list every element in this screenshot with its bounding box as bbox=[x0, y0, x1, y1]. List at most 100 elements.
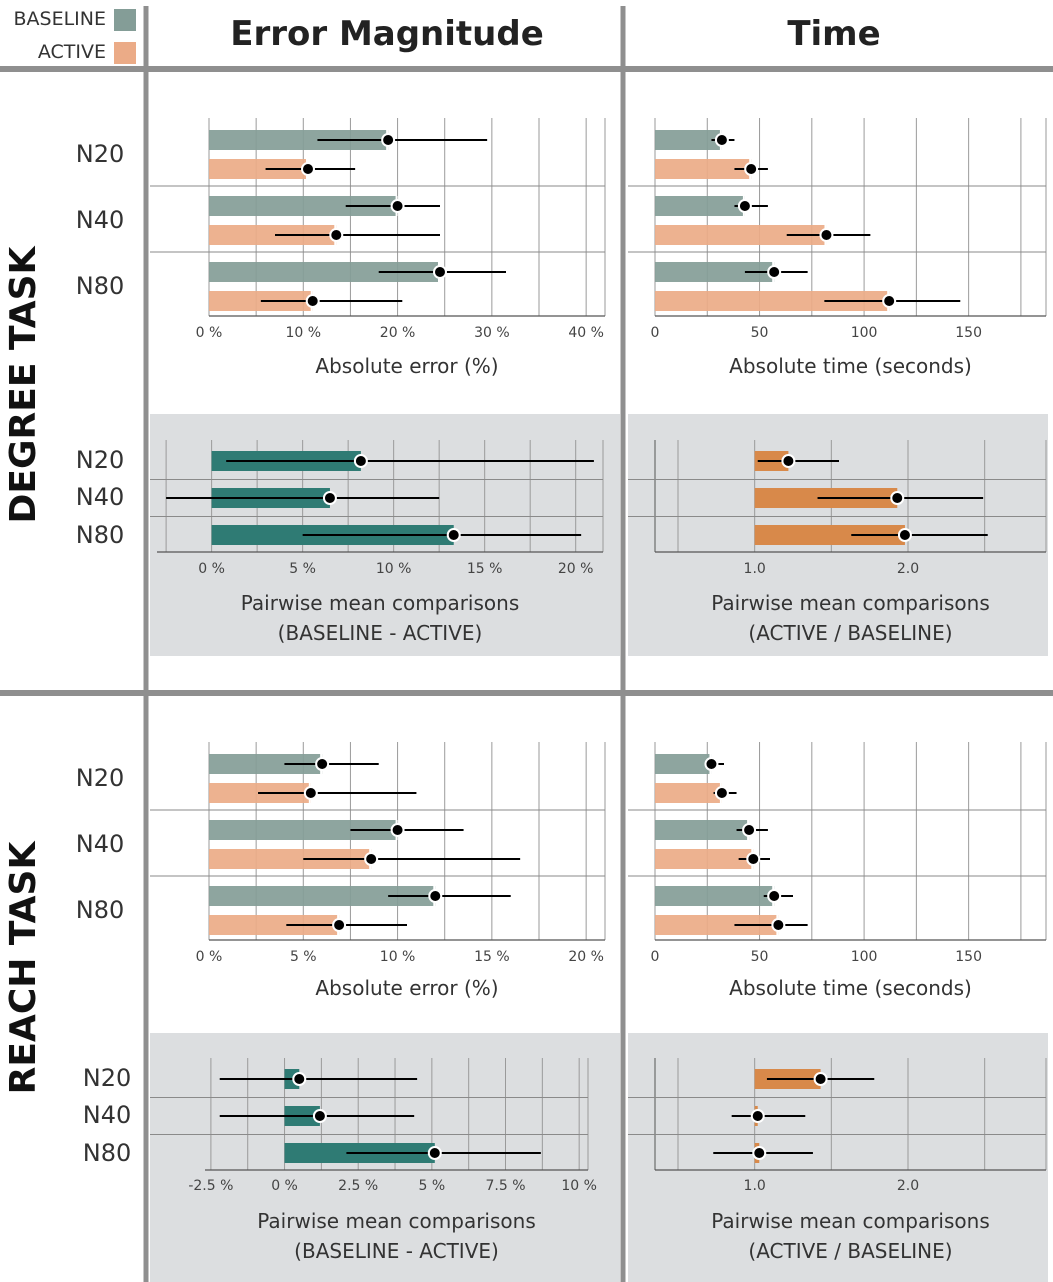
reach-time-point-active-n40 bbox=[746, 852, 761, 866]
reach-error-pairwise-tick-label: 5 % bbox=[419, 1178, 446, 1194]
reach-time-point-baseline-n40 bbox=[742, 823, 757, 837]
reach-error-pairwise-category-label: N40 bbox=[83, 1101, 132, 1129]
degree-error-category-label: N80 bbox=[76, 272, 125, 300]
reach-time-pairwise-point-n80 bbox=[752, 1146, 767, 1160]
reach-error-pairwise-tick-label: 0 % bbox=[271, 1178, 298, 1194]
reach-time-bar-active-n40 bbox=[655, 849, 754, 869]
degree-error-bar-active-n40 bbox=[209, 225, 337, 245]
degree-time-bar-active-n20 bbox=[655, 159, 752, 179]
reach-error-tick-label: 15 % bbox=[474, 949, 510, 965]
degree-error-pairwise-tick-label: 20 % bbox=[558, 561, 594, 577]
degree-error-pairwise-x-label-2: (BASELINE - ACTIVE) bbox=[278, 621, 483, 645]
reach-error-point-baseline-n80 bbox=[428, 889, 443, 903]
reach-time-pairwise-point-n20 bbox=[813, 1072, 828, 1086]
reach-time-bar-baseline-n80 bbox=[655, 886, 775, 906]
degree-time-point-active-n20 bbox=[744, 162, 759, 176]
reach-error-point-active-n20 bbox=[303, 786, 318, 800]
degree-time-tick-label: 150 bbox=[955, 325, 982, 341]
degree-time-bar-baseline-n20 bbox=[655, 130, 722, 150]
reach-time-pairwise-tick-label: 1.0 bbox=[744, 1178, 766, 1194]
degree-time-bar-baseline-n40 bbox=[655, 196, 745, 216]
reach-error-pairwise-tick-label: -2.5 % bbox=[188, 1178, 233, 1194]
reach-time-point-active-n80 bbox=[771, 918, 786, 932]
degree-time-point-baseline-n20 bbox=[714, 133, 729, 147]
reach-error-pairwise-x-label-2: (BASELINE - ACTIVE) bbox=[294, 1239, 499, 1263]
reach-error-pairwise-tick-label: 7.5 % bbox=[485, 1178, 525, 1194]
header-time: Time bbox=[787, 14, 881, 54]
legend-baseline-label: BASELINE bbox=[13, 8, 106, 30]
panel-bg-reach-time-pairwise bbox=[628, 1033, 1048, 1282]
reach-error-bar-baseline-n40 bbox=[209, 820, 398, 840]
degree-time-pairwise-point-n20 bbox=[781, 454, 796, 468]
reach-time-bar-baseline-n20 bbox=[655, 754, 712, 774]
degree-error-category-label: N20 bbox=[76, 140, 125, 168]
reach-time-point-baseline-n80 bbox=[767, 889, 782, 903]
degree-error-tick-label: 40 % bbox=[568, 325, 604, 341]
degree-error-bar-baseline-n40 bbox=[209, 196, 398, 216]
legend-active-label: ACTIVE bbox=[37, 41, 106, 63]
degree-time-pairwise-x-label: Pairwise mean comparisons bbox=[711, 591, 989, 615]
degree-error-pairwise-tick-label: 15 % bbox=[467, 561, 503, 577]
degree-error-pairwise-category-label: N80 bbox=[76, 521, 125, 549]
reach-error-pairwise-tick-label: 10 % bbox=[561, 1178, 597, 1194]
reach-error-category-label: N40 bbox=[76, 830, 125, 858]
reach-error-bar-active-n80 bbox=[209, 915, 340, 935]
degree-time-point-baseline-n40 bbox=[737, 199, 752, 213]
degree-error-point-active-n20 bbox=[301, 162, 315, 176]
degree-error-pairwise-tick-label: 0 % bbox=[198, 561, 225, 577]
reach-error-bar-baseline-n80 bbox=[209, 886, 436, 906]
reach-error-tick-label: 10 % bbox=[380, 949, 416, 965]
header-error-magnitude: Error Magnitude bbox=[230, 14, 544, 54]
degree-time-point-baseline-n80 bbox=[767, 265, 782, 279]
degree-time-pairwise-point-n80 bbox=[897, 528, 912, 542]
degree-error-bar-baseline-n80 bbox=[209, 262, 440, 282]
reach-time-bar-active-n20 bbox=[655, 783, 722, 803]
degree-time-point-active-n80 bbox=[882, 294, 897, 308]
reach-time-point-active-n20 bbox=[714, 786, 729, 800]
degree-time-tick-label: 50 bbox=[751, 325, 769, 341]
legend-active-swatch bbox=[114, 42, 136, 64]
degree-error-tick-label: 0 % bbox=[196, 325, 223, 341]
legend-baseline-swatch bbox=[114, 9, 136, 31]
reach-time-bar-active-n80 bbox=[655, 915, 779, 935]
degree-error-pairwise-x-label: Pairwise mean comparisons bbox=[241, 591, 519, 615]
reach-error-point-baseline-n20 bbox=[315, 757, 330, 771]
reach-time-pairwise-tick-label: 2.0 bbox=[897, 1178, 919, 1194]
reach-time-point-baseline-n20 bbox=[704, 757, 719, 771]
reach-error-pairwise-tick-label: 2.5 % bbox=[338, 1178, 378, 1194]
reach-time-tick-label: 0 bbox=[651, 949, 660, 965]
degree-error-bar-active-n20 bbox=[209, 159, 308, 179]
reach-error-pairwise-point-n20 bbox=[292, 1072, 307, 1086]
reach-time-tick-label: 100 bbox=[851, 949, 878, 965]
reach-error-x-label: Absolute error (%) bbox=[315, 976, 498, 1000]
degree-error-pairwise-point-n20 bbox=[353, 454, 368, 468]
reach-error-tick-label: 0 % bbox=[196, 949, 223, 965]
degree-error-x-label: Absolute error (%) bbox=[315, 354, 498, 378]
reach-error-pairwise-category-label: N20 bbox=[83, 1064, 132, 1092]
reach-error-pairwise-x-label: Pairwise mean comparisons bbox=[257, 1209, 535, 1233]
reach-time-pairwise-x-label-2: (ACTIVE / BASELINE) bbox=[748, 1239, 952, 1263]
reach-error-pairwise-category-label: N80 bbox=[83, 1139, 132, 1167]
reach-error-pairwise-point-n80 bbox=[427, 1146, 442, 1160]
reach-time-tick-label: 150 bbox=[955, 949, 982, 965]
degree-error-tick-label: 30 % bbox=[474, 325, 510, 341]
degree-time-pairwise-x-label-2: (ACTIVE / BASELINE) bbox=[748, 621, 952, 645]
degree-error-point-baseline-n80 bbox=[433, 265, 447, 279]
reach-error-point-active-n40 bbox=[364, 852, 379, 866]
reach-error-tick-label: 20 % bbox=[568, 949, 604, 965]
reach-error-bar-baseline-n20 bbox=[209, 754, 323, 774]
degree-time-pairwise-point-n40 bbox=[890, 491, 905, 505]
reach-error-tick-label: 5 % bbox=[290, 949, 317, 965]
reach-error-bar-active-n40 bbox=[209, 849, 372, 869]
degree-time-pairwise-tick-label: 1.0 bbox=[744, 561, 766, 577]
degree-error-pairwise-category-label: N20 bbox=[76, 446, 125, 474]
degree-error-point-active-n40 bbox=[329, 228, 344, 242]
degree-time-bar-active-n40 bbox=[655, 225, 827, 245]
degree-error-pairwise-point-n40 bbox=[322, 491, 337, 505]
degree-error-point-baseline-n20 bbox=[381, 133, 396, 147]
reach-error-point-active-n80 bbox=[332, 918, 347, 932]
degree-error-tick-label: 10 % bbox=[285, 325, 321, 341]
degree-error-bar-baseline-n20 bbox=[209, 130, 389, 150]
reach-time-tick-label: 50 bbox=[751, 949, 769, 965]
